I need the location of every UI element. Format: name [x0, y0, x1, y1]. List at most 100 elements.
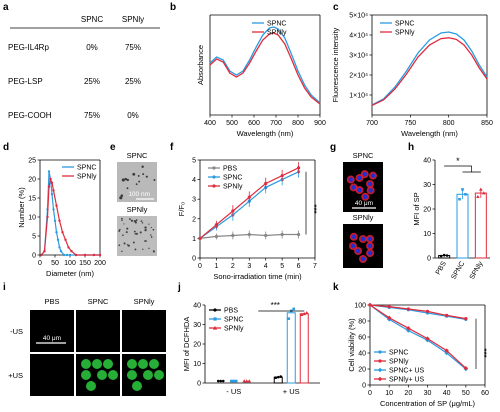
x-tick-label: 100 [64, 260, 76, 267]
tem-particle [138, 180, 141, 183]
panel-letter-j: j [177, 282, 181, 293]
data-point [292, 307, 296, 311]
x-tick-label: 50 [462, 390, 470, 397]
series-line-spnc [371, 31, 488, 106]
table-header-spnly: SPNly [122, 15, 144, 24]
tem-scalebar-label: 100 nm [128, 191, 150, 198]
ros-cell [108, 370, 118, 380]
panel-letter-c: c [333, 2, 339, 13]
legend-label: SPNly [395, 30, 415, 37]
cell-nucleus [368, 188, 373, 193]
data-point [377, 367, 383, 373]
x-tick-label: 150 [79, 260, 91, 267]
ros-image [76, 310, 120, 352]
tem-particle [142, 173, 145, 176]
x-tick-label: 20 [404, 390, 412, 397]
legend-label: SPNC [389, 350, 408, 357]
y-tick-label: 5 [192, 158, 196, 165]
tem-particle [124, 177, 128, 181]
tem-particle [121, 250, 123, 253]
tem-particle [121, 178, 125, 182]
cell-nucleus [367, 181, 373, 187]
tem-image-spnc [117, 162, 157, 202]
data-point [442, 253, 446, 257]
data-point [425, 309, 430, 313]
x-category-label: PBS [435, 260, 448, 276]
data-point [274, 376, 278, 380]
ros-cell [127, 370, 137, 380]
tem-particle [141, 165, 144, 168]
tem-particle [132, 241, 135, 244]
series-line-spnly [371, 37, 488, 106]
data-point [234, 379, 238, 383]
tem-label-spnc: SPNC [127, 151, 148, 160]
tem-particle [120, 194, 124, 197]
tem-particle [119, 196, 123, 200]
y-tick-label: 100 [354, 303, 366, 310]
y-tick-label: 2×10⁴ [349, 73, 368, 80]
tem-particle [148, 247, 150, 250]
cell-nucleus [367, 236, 373, 242]
data-point [367, 302, 373, 308]
data-point [458, 197, 461, 201]
y-tick-label: 30 [423, 182, 431, 189]
ros-cell [81, 359, 91, 369]
y-tick-label: 1×10⁴ [349, 93, 368, 100]
cell-nucleus [363, 194, 368, 200]
x-axis-label: Wavelength (nm) [237, 129, 294, 138]
data-point [247, 195, 251, 199]
data-point [62, 253, 66, 257]
y-tick-label: 0 [197, 381, 201, 388]
y-tick-label: 0 [362, 383, 366, 390]
data-point [55, 204, 58, 207]
ros-cell [103, 359, 113, 369]
x-tick-label: 900 [314, 120, 326, 127]
series-line-spnly [41, 176, 100, 256]
data-point [43, 250, 46, 253]
y-axis-label: Absorbance [196, 45, 205, 85]
ros-cell [86, 381, 96, 391]
x-category-label: - US [226, 387, 241, 396]
data-point [461, 188, 464, 191]
series-line [369, 304, 467, 369]
cell-nucleus [355, 248, 361, 254]
tem-particle [153, 179, 156, 182]
tem-particle [134, 221, 137, 224]
data-point [47, 170, 51, 173]
x-tick-label: 600 [248, 120, 260, 127]
data-point [439, 254, 443, 258]
x-axis-label: Sono-irradiation time (min) [213, 272, 302, 281]
ros-image [122, 310, 166, 352]
y-tick-label: 3×10⁴ [349, 53, 368, 60]
data-point [213, 317, 217, 321]
tem-particle [150, 234, 152, 236]
x-tick-label: 0 [368, 390, 372, 397]
data-point [464, 317, 468, 321]
panel-letter-d: d [3, 142, 9, 153]
data-point [464, 193, 467, 196]
ros-col-label-spnc: SPNC [88, 297, 109, 306]
tem-particle [125, 231, 128, 234]
x-tick-label: 0 [198, 263, 202, 270]
data-point [247, 232, 251, 237]
data-point [49, 177, 52, 181]
tem-particle [150, 226, 152, 229]
ros-cell [138, 359, 148, 369]
ros-cell [154, 370, 164, 380]
data-point [53, 219, 57, 222]
data-point [212, 184, 216, 188]
tem-particle [134, 248, 137, 251]
series-line-spnc [209, 26, 321, 104]
legend-label: SPNly [224, 326, 244, 333]
y-tick-label: 20 [193, 342, 201, 349]
y-axis-label: F/F₀ [177, 202, 186, 216]
data-point [296, 232, 301, 237]
x-tick-label: 2 [231, 263, 235, 270]
cell-nucleus [350, 243, 356, 249]
cell-nucleus [348, 177, 353, 182]
legend-label: SPNC [224, 317, 243, 324]
data-point [47, 185, 51, 188]
tem-particle [127, 244, 130, 247]
x-axis-label: Concentration of SP (μg/mL) [380, 399, 476, 408]
